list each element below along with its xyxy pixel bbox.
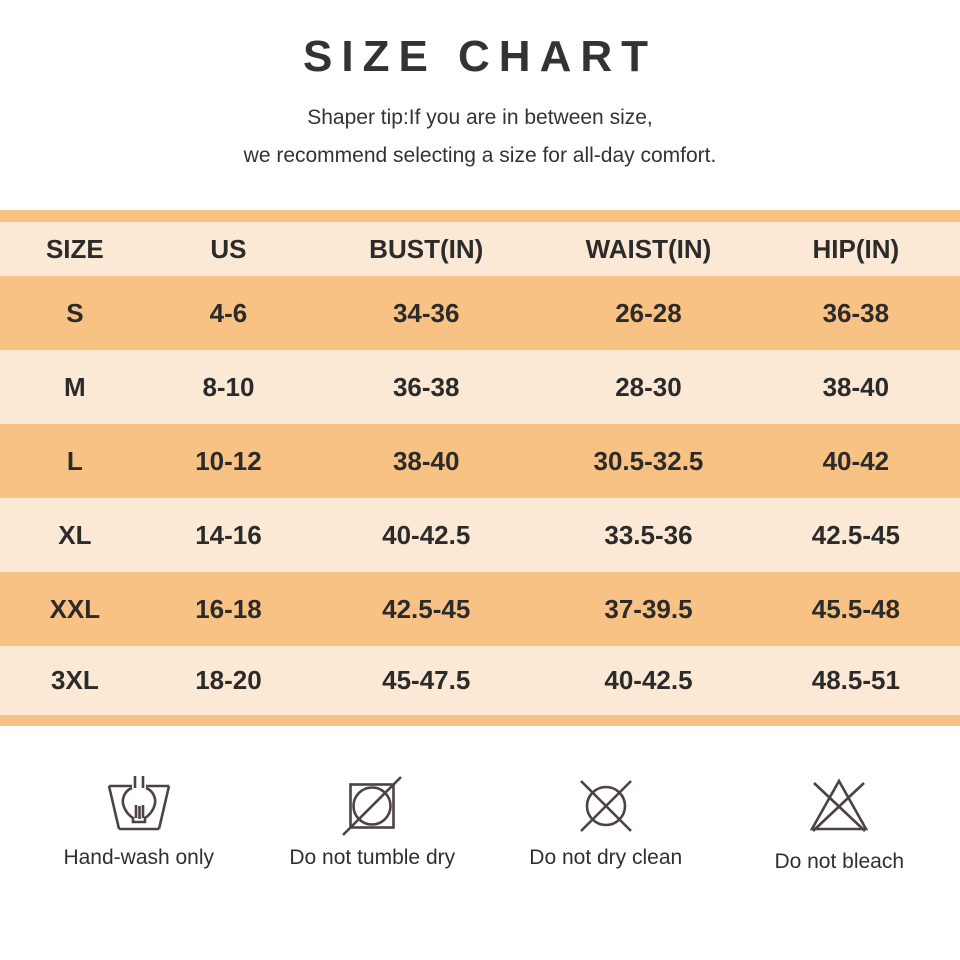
subtitle-line-2: we recommend selecting a size for all-da… xyxy=(243,144,717,168)
header-waist: WAIST(IN) xyxy=(585,233,712,264)
page-title: SIZE CHART xyxy=(303,32,657,81)
hip-cell: 48.5-51 xyxy=(811,664,900,695)
care-label-do-not-tumble-dry: Do not tumble dry xyxy=(289,845,456,869)
us-cell: 8-10 xyxy=(202,371,255,402)
hand-wash-icon xyxy=(106,774,172,838)
table-row-s: S 4-6 34-36 26-28 36-38 xyxy=(0,276,960,351)
us-cell: 14-16 xyxy=(195,519,262,550)
us-cell: 10-12 xyxy=(195,445,262,476)
hip-cell: 38-40 xyxy=(822,371,890,402)
care-label-hand-wash: Hand-wash only xyxy=(63,845,215,869)
header-hip: HIP(IN) xyxy=(812,233,900,264)
table-header-row: SIZE US BUST(IN) WAIST(IN) HIP(IN) xyxy=(0,216,960,277)
size-cell: M xyxy=(64,371,86,402)
size-cell: XXL xyxy=(49,593,101,624)
waist-cell: 26-28 xyxy=(615,297,682,328)
bust-cell: 40-42.5 xyxy=(382,519,471,550)
size-cell: L xyxy=(66,445,83,476)
us-cell: 4-6 xyxy=(209,297,248,328)
waist-cell: 33.5-36 xyxy=(604,519,693,550)
waist-cell: 40-42.5 xyxy=(604,664,693,695)
bust-cell: 42.5-45 xyxy=(382,593,471,624)
bust-cell: 38-40 xyxy=(392,445,460,476)
care-instructions: Hand-wash only Do not tumble dry Do not … xyxy=(0,774,960,874)
header-bust: BUST(IN) xyxy=(369,233,484,264)
care-item-hand-wash: Hand-wash only xyxy=(22,774,256,874)
hip-cell: 36-38 xyxy=(822,297,890,328)
waist-cell: 37-39.5 xyxy=(604,593,693,624)
bust-cell: 34-36 xyxy=(392,297,460,328)
care-label-do-not-dry-clean: Do not dry clean xyxy=(529,845,683,869)
hip-cell: 40-42 xyxy=(822,445,890,476)
table-row-xl: XL 14-16 40-42.5 33.5-36 42.5-45 xyxy=(0,498,960,573)
care-item-do-not-bleach: Do not bleach xyxy=(723,774,957,874)
care-item-do-not-dry-clean: Do not dry clean xyxy=(489,774,723,874)
size-cell: XL xyxy=(58,519,92,550)
header-size: SIZE xyxy=(45,233,104,264)
table-row-m: M 8-10 36-38 28-30 38-40 xyxy=(0,350,960,425)
table-row-xxl: XXL 16-18 42.5-45 37-39.5 45.5-48 xyxy=(0,572,960,647)
hip-cell: 45.5-48 xyxy=(811,593,900,624)
hip-cell: 42.5-45 xyxy=(811,519,900,550)
size-cell: S xyxy=(66,297,84,328)
size-cell: 3XL xyxy=(51,664,99,695)
header-us: US xyxy=(210,233,247,264)
do-not-bleach-icon xyxy=(806,774,872,838)
bust-cell: 36-38 xyxy=(392,371,460,402)
us-cell: 16-18 xyxy=(195,593,262,624)
size-chart-table: SIZE US BUST(IN) WAIST(IN) HIP(IN) S 4-6… xyxy=(0,210,960,726)
bust-cell: 45-47.5 xyxy=(382,664,471,695)
us-cell: 18-20 xyxy=(195,664,262,695)
do-not-tumble-dry-icon xyxy=(339,774,405,838)
care-label-do-not-bleach: Do not bleach xyxy=(774,849,905,873)
subtitle-line-1: Shaper tip:If you are in between size, xyxy=(307,106,653,130)
waist-cell: 28-30 xyxy=(615,371,682,402)
waist-cell: 30.5-32.5 xyxy=(593,445,704,476)
care-item-do-not-tumble-dry: Do not tumble dry xyxy=(256,774,490,874)
do-not-dry-clean-icon xyxy=(573,774,639,838)
table-row-l: L 10-12 38-40 30.5-32.5 40-42 xyxy=(0,424,960,499)
table-row-3xl: 3XL 18-20 45-47.5 40-42.5 48.5-51 xyxy=(0,646,960,721)
